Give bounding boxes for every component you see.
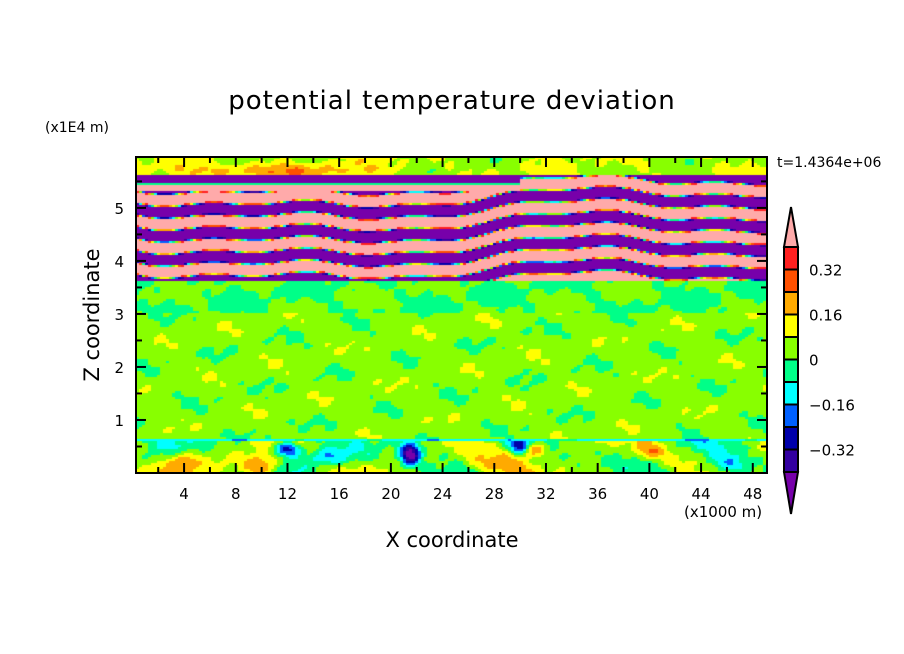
y-tick-label: 4 bbox=[114, 253, 124, 271]
colorbar-tick-label: 0 bbox=[809, 352, 819, 370]
x-tick-label: 8 bbox=[231, 485, 241, 503]
colorbar-box bbox=[783, 291, 799, 316]
x-tick-label: 40 bbox=[640, 485, 659, 503]
y-tick-label: 2 bbox=[114, 359, 124, 377]
colorbar-extend-min bbox=[782, 471, 800, 515]
colorbar-box bbox=[783, 381, 799, 406]
colorbar-box bbox=[783, 403, 799, 428]
colorbar-box bbox=[783, 313, 799, 338]
colorbar-extend-max bbox=[782, 206, 800, 248]
y-tick-label: 5 bbox=[114, 200, 124, 218]
colorbar-box bbox=[783, 336, 799, 361]
colorbar-tick-label: 0.32 bbox=[809, 262, 842, 280]
x-tick-label: 32 bbox=[536, 485, 555, 503]
colorbar-box bbox=[783, 246, 799, 271]
y-unit-label: (x1E4 m) bbox=[45, 120, 109, 136]
colorbar-tick-label: −0.16 bbox=[809, 397, 855, 415]
colorbar-box bbox=[783, 426, 799, 451]
time-label: t=1.4364e+06 bbox=[777, 155, 882, 171]
x-tick-label: 20 bbox=[381, 485, 400, 503]
colorbar-box bbox=[783, 268, 799, 293]
x-unit-label: (x1000 m) bbox=[684, 503, 763, 521]
y-tick-label: 1 bbox=[114, 412, 124, 430]
x-tick-label: 24 bbox=[433, 485, 452, 503]
plot-frame bbox=[135, 156, 768, 474]
x-tick-label: 12 bbox=[278, 485, 297, 503]
contour-field bbox=[136, 157, 767, 473]
colorbar-tick-label: −0.32 bbox=[809, 442, 855, 460]
x-axis-label: X coordinate bbox=[0, 528, 904, 552]
colorbar-box bbox=[783, 358, 799, 383]
x-tick-label: 36 bbox=[588, 485, 607, 503]
y-tick-label: 3 bbox=[114, 306, 124, 324]
x-tick-label: 4 bbox=[179, 485, 189, 503]
x-tick-label: 48 bbox=[743, 485, 762, 503]
x-tick-label: 44 bbox=[692, 485, 711, 503]
colorbar-box bbox=[783, 448, 799, 473]
chart-title: potential temperature deviation bbox=[228, 86, 676, 116]
x-tick-label: 16 bbox=[330, 485, 349, 503]
x-tick-label: 28 bbox=[485, 485, 504, 503]
x-axis-label-text: X coordinate bbox=[385, 528, 519, 552]
colorbar-tick-label: 0.16 bbox=[809, 307, 842, 325]
